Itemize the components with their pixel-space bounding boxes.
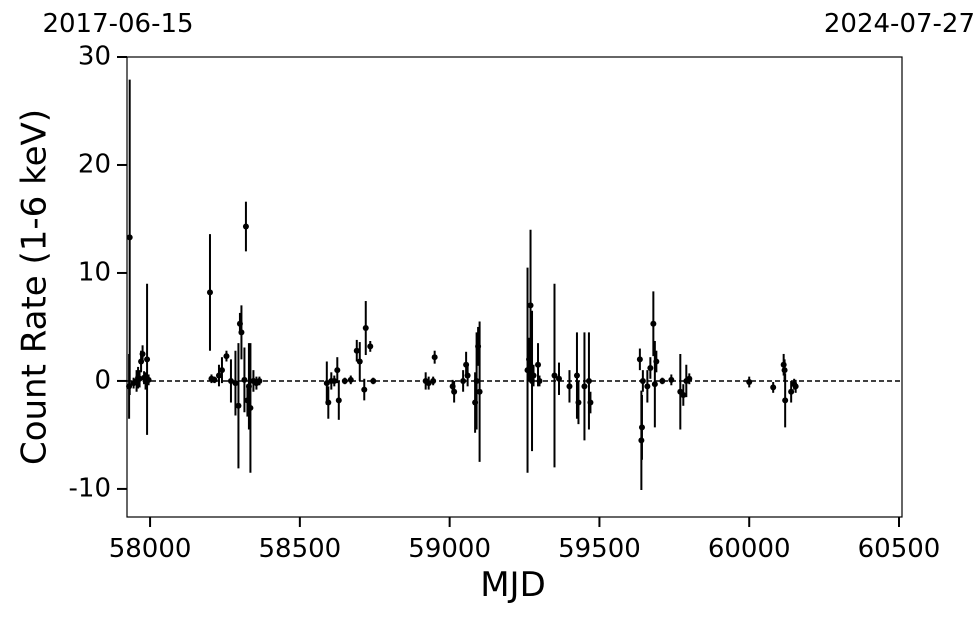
data-point — [241, 376, 248, 383]
data-point — [647, 364, 654, 371]
data-point — [218, 367, 225, 374]
x-tick-label: 60500 — [858, 534, 941, 564]
y-tick-label: 10 — [78, 257, 111, 287]
data-point — [527, 302, 534, 309]
data-point — [362, 325, 369, 332]
data-point — [639, 377, 646, 384]
data-point — [325, 399, 332, 406]
data-point — [361, 386, 368, 393]
data-point — [235, 402, 242, 409]
data-point — [356, 358, 363, 365]
data-point — [650, 320, 657, 327]
top-label: 2024-07-27 — [824, 9, 975, 39]
data-point — [139, 350, 146, 357]
x-tick-label: 60000 — [708, 534, 791, 564]
data-point — [232, 380, 239, 387]
plot-frame — [126, 56, 903, 518]
data-point — [644, 383, 651, 390]
data-point — [451, 388, 458, 395]
data-point — [535, 361, 542, 368]
data-point — [370, 377, 377, 384]
data-point — [585, 377, 592, 384]
data-point — [242, 223, 249, 230]
data-point — [256, 377, 263, 384]
data-point — [573, 372, 580, 379]
data-point — [464, 372, 471, 379]
data-point — [238, 329, 245, 336]
data-point — [247, 404, 254, 411]
y-tick-label: 0 — [94, 365, 111, 395]
data-point — [636, 356, 643, 363]
data-point — [746, 379, 753, 386]
data-point — [367, 343, 374, 350]
data-point — [430, 377, 437, 384]
data-point — [536, 377, 543, 384]
data-point — [145, 376, 152, 383]
data-point — [638, 424, 645, 431]
data-point — [770, 384, 777, 391]
data-point — [126, 234, 133, 241]
data-point — [668, 376, 675, 383]
data-point — [792, 383, 799, 390]
data-point — [659, 377, 666, 384]
data-point — [581, 383, 588, 390]
top-label: 2017-06-15 — [42, 9, 193, 39]
data-point — [473, 377, 480, 384]
y-tick-label: 30 — [78, 42, 111, 72]
data-point — [335, 397, 342, 404]
x-axis-label: MJD — [480, 565, 546, 605]
data-point — [530, 372, 537, 379]
data-point — [334, 367, 341, 374]
data-point — [460, 377, 467, 384]
y-tick-label: 20 — [78, 149, 111, 179]
data-point — [781, 367, 788, 374]
data-point — [575, 399, 582, 406]
data-point — [587, 399, 594, 406]
data-point — [323, 380, 330, 387]
data-point — [227, 377, 234, 384]
data-point — [551, 372, 558, 379]
x-tick-label: 58500 — [258, 534, 341, 564]
data-point — [788, 388, 795, 395]
data-point — [215, 372, 222, 379]
y-axis-label: Count Rate (1-6 keV) — [15, 109, 55, 465]
data-point — [431, 354, 438, 361]
data-point — [331, 377, 338, 384]
data-point — [651, 381, 658, 388]
data-point — [347, 376, 354, 383]
data-point — [136, 375, 143, 382]
data-point — [353, 347, 360, 354]
data-point — [206, 289, 213, 296]
data-point — [144, 356, 151, 363]
x-tick-label: 59000 — [408, 534, 491, 564]
data-point — [566, 383, 573, 390]
data-point — [211, 376, 218, 383]
data-point — [341, 377, 348, 384]
data-point — [782, 397, 789, 404]
data-point — [425, 380, 432, 387]
data-point — [555, 375, 562, 382]
y-tick-label: -10 — [69, 473, 111, 503]
data-point — [680, 391, 687, 398]
data-point — [686, 375, 693, 382]
x-tick-label: 59500 — [558, 534, 641, 564]
x-tick-label: 58000 — [109, 534, 192, 564]
data-point — [653, 358, 660, 365]
data-point — [223, 353, 230, 360]
data-point — [476, 388, 483, 395]
